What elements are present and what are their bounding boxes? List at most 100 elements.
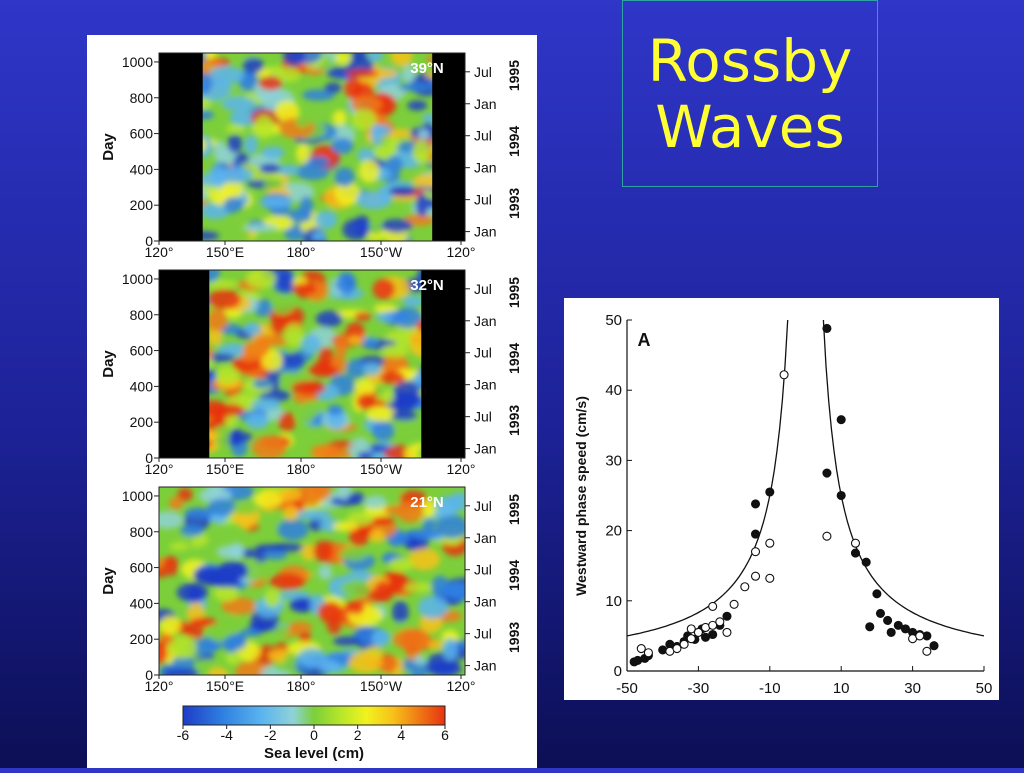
phase-speed-figure: 0 10 20 30 40 50 -50 -30 -10 10 30 50 A Westward phas… (564, 298, 999, 700)
y-tick-label: 600 (130, 126, 154, 142)
field-blob (254, 115, 275, 139)
field-blob (184, 507, 214, 520)
data-point-open (636, 643, 646, 654)
field-blob (336, 274, 357, 294)
x-tick-label: 150°E (206, 678, 244, 694)
y-tick-label: 0 (145, 667, 153, 683)
y-axis-label: Westward phase speed (cm/s) (573, 396, 589, 596)
field-blob (442, 638, 459, 661)
field-blob (404, 529, 440, 539)
field-blob (244, 135, 258, 155)
field-blob (404, 214, 435, 226)
field-blob (346, 511, 374, 527)
panel-39n: 39°N 0 200 400 600 800 1000 Day 120° 150°E 180° 150… (100, 52, 522, 260)
field-blob (261, 146, 285, 159)
field-blob (436, 495, 460, 517)
field-blob (363, 496, 386, 509)
field-blob (311, 230, 327, 241)
field-blob (374, 581, 392, 599)
field-blob (243, 322, 262, 336)
field-blob (384, 155, 403, 174)
field-blob (261, 349, 283, 372)
x-tick-label: 50 (976, 680, 993, 697)
field-blob (371, 124, 392, 136)
year-label: 1995 (506, 60, 522, 91)
data-point-filled (900, 624, 911, 634)
year-label: 1994 (506, 343, 522, 374)
field-blob (347, 601, 365, 615)
y-tick-label: 1000 (122, 54, 153, 70)
colorbar-label: Sea level (cm) (264, 745, 364, 762)
field-blob (426, 639, 444, 650)
field-blob (269, 573, 305, 590)
y-tick-label: 1000 (122, 271, 153, 287)
field-blob (262, 550, 288, 560)
phase-speed-plot: 0 10 20 30 40 50 -50 -30 -10 10 30 50 A Westward phas… (573, 312, 992, 697)
data-point-filled (893, 620, 903, 630)
data-point-filled (765, 487, 775, 497)
month-label: Jan (474, 658, 497, 674)
month-label: Jul (474, 128, 492, 144)
field-blob (211, 403, 245, 417)
field-blob (295, 115, 311, 128)
x-tick-label: 120° (447, 244, 476, 260)
data-point-open (708, 620, 718, 630)
field-blob (292, 598, 313, 611)
data-point-open (765, 538, 775, 548)
field-blob (169, 542, 189, 551)
data-point-filled (886, 627, 896, 637)
field-blob (400, 582, 433, 593)
field-blob (334, 182, 361, 206)
field-blob (280, 353, 305, 368)
field-blob (159, 615, 182, 635)
field-blob (299, 196, 314, 217)
latitude-label: 39°N (410, 60, 444, 77)
field-blob (214, 586, 239, 602)
latitude-label: 32°N (410, 277, 444, 294)
hovmoller-panels: 39°N 0 200 400 600 800 1000 Day 120° 150°E 180° 150… (100, 52, 522, 694)
month-label: Jul (474, 498, 492, 514)
field-blob (291, 283, 317, 295)
field-blob (169, 496, 183, 510)
data-point-open (715, 617, 725, 627)
colorbar-tick-label: -6 (177, 727, 190, 743)
field-blob (335, 487, 353, 500)
month-label: Jan (474, 377, 497, 393)
y-tick-label: 20 (605, 523, 622, 540)
x-tick-label: -30 (688, 680, 710, 697)
data-point-filled (836, 490, 846, 501)
field-blob (278, 412, 296, 432)
field-blob (163, 555, 179, 576)
field-blob (310, 444, 342, 458)
data-point-open (693, 627, 703, 637)
field-blob (354, 378, 376, 395)
field-blob (167, 636, 198, 659)
theory-curve-north (822, 319, 985, 637)
field-blob (207, 498, 237, 516)
x-tick-label: 150°W (360, 678, 403, 694)
field-blob (369, 528, 385, 543)
field-blob (354, 312, 372, 321)
field-blob (207, 289, 241, 310)
field-blob (239, 628, 263, 637)
data-point-filled (861, 557, 871, 567)
field-blob (222, 96, 256, 112)
land-mask (159, 53, 203, 241)
data-point-filled (822, 468, 832, 478)
month-label: Jan (474, 224, 497, 240)
field-blob (235, 660, 270, 675)
data-point-open (643, 648, 653, 658)
map-frame (158, 269, 466, 459)
field-blob (413, 655, 427, 665)
field-blob (206, 309, 228, 332)
field-blob (386, 137, 400, 148)
data-point-open (915, 631, 925, 641)
y-tick-label: 40 (605, 382, 622, 399)
field-blob (435, 514, 465, 539)
field-blob (351, 109, 377, 131)
field-blob (348, 651, 383, 674)
field-blob (302, 89, 336, 101)
data-point-open (822, 531, 832, 541)
data-point-open (672, 643, 682, 654)
